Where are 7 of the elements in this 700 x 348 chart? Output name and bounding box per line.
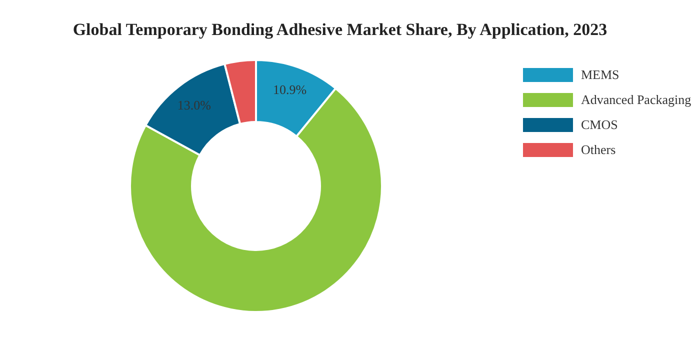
data-label: 10.9% bbox=[273, 82, 307, 98]
legend-label: Others bbox=[581, 142, 616, 157]
legend-label: CMOS bbox=[581, 117, 618, 132]
legend-label: Advanced Packaging bbox=[581, 92, 692, 107]
chart-title: Global Temporary Bonding Adhesive Market Share, By Application, 2023 bbox=[72, 20, 608, 39]
legend-label: MEMS bbox=[581, 67, 620, 82]
data-label: 13.0% bbox=[177, 97, 212, 112]
